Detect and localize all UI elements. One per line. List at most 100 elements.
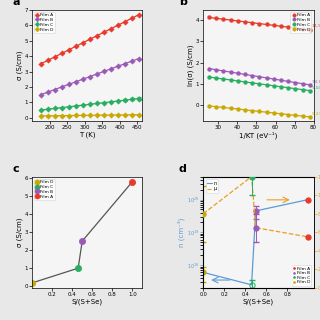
Film B xyxy=(301,82,305,86)
X-axis label: S/(S+Se): S/(S+Se) xyxy=(72,299,103,305)
Film A xyxy=(308,28,312,32)
Film C xyxy=(221,77,225,81)
Film B xyxy=(207,67,211,70)
Text: a: a xyxy=(12,0,20,7)
Film B xyxy=(243,73,247,76)
Film C xyxy=(67,105,71,109)
Film B xyxy=(272,77,276,81)
Film C xyxy=(116,99,120,103)
Film B xyxy=(228,70,232,74)
Text: d: d xyxy=(179,164,187,174)
Film A xyxy=(46,59,50,62)
Text: 9.04 mεV: 9.04 mεV xyxy=(312,86,320,90)
Film D xyxy=(130,113,134,117)
Film D xyxy=(236,107,240,111)
Line: Film D: Film D xyxy=(207,104,312,119)
Film A xyxy=(214,16,218,20)
Film C xyxy=(301,88,305,92)
Film A xyxy=(301,27,305,31)
Film D xyxy=(228,106,232,110)
Film C xyxy=(236,79,240,83)
Film B xyxy=(102,69,106,73)
Film C xyxy=(293,87,297,91)
Film C xyxy=(39,108,43,112)
Film C xyxy=(257,82,261,86)
Film C xyxy=(46,107,50,111)
Film C xyxy=(95,101,99,105)
Film C xyxy=(137,97,141,100)
Film C xyxy=(60,106,64,109)
Film D xyxy=(67,114,71,117)
Film A xyxy=(137,13,141,17)
Text: 5.23 mεV: 5.23 mεV xyxy=(312,112,320,116)
Film A xyxy=(95,34,99,38)
Film B xyxy=(236,71,240,75)
Text: b: b xyxy=(179,0,187,7)
Film A xyxy=(286,25,290,29)
Film D xyxy=(123,113,127,117)
Film B xyxy=(250,74,254,77)
Film B xyxy=(39,93,43,97)
Film C xyxy=(250,81,254,85)
Y-axis label: σ (S/cm): σ (S/cm) xyxy=(16,218,23,247)
Film A xyxy=(221,17,225,21)
Film C xyxy=(214,76,218,80)
Film B xyxy=(95,72,99,76)
Film C xyxy=(81,103,85,107)
Film D xyxy=(214,105,218,108)
Film B xyxy=(60,85,64,89)
Line: Film B: Film B xyxy=(39,57,141,97)
Film D xyxy=(279,112,283,116)
Film B xyxy=(279,78,283,82)
Film D xyxy=(286,113,290,116)
Film D xyxy=(308,115,312,119)
Film B xyxy=(53,88,57,92)
Film B xyxy=(116,64,120,68)
Film D xyxy=(102,113,106,117)
Line: Film D: Film D xyxy=(39,113,141,118)
Film D xyxy=(243,108,247,112)
Film D xyxy=(53,114,57,118)
Film B xyxy=(265,76,268,80)
Film D xyxy=(293,113,297,117)
Text: c: c xyxy=(12,164,19,174)
Text: 14.79 mεV: 14.79 mεV xyxy=(312,80,320,84)
Film A xyxy=(109,27,113,31)
Film C xyxy=(243,80,247,84)
Film A xyxy=(250,21,254,25)
Film D xyxy=(257,109,261,113)
Line: Film C: Film C xyxy=(207,75,312,92)
Film C xyxy=(207,75,211,79)
Film D xyxy=(109,113,113,117)
Film C xyxy=(265,83,268,87)
Film C xyxy=(53,107,57,110)
Film D xyxy=(46,114,50,118)
Film A xyxy=(243,20,247,24)
Film C xyxy=(272,84,276,88)
Film D xyxy=(221,106,225,109)
Film D xyxy=(88,113,92,117)
Film D xyxy=(272,111,276,115)
Film A xyxy=(102,30,106,34)
Legend: Film D, Film C, Film B, Film A: Film D, Film C, Film B, Film A xyxy=(34,179,55,200)
Film B xyxy=(88,75,92,78)
Film D xyxy=(250,109,254,113)
Film B xyxy=(130,59,134,63)
Film D xyxy=(301,114,305,118)
Film A xyxy=(265,22,268,26)
Line: Film A: Film A xyxy=(39,13,141,66)
Film B xyxy=(123,62,127,66)
Film D xyxy=(81,114,85,117)
Film A xyxy=(279,24,283,28)
Film D xyxy=(60,114,64,117)
Film B xyxy=(286,79,290,83)
Film A xyxy=(74,44,78,48)
Film B xyxy=(214,68,218,72)
Film A xyxy=(130,16,134,20)
Y-axis label: n (cm⁻³): n (cm⁻³) xyxy=(178,218,185,247)
Film C xyxy=(123,98,127,102)
Film D xyxy=(39,114,43,118)
Film B xyxy=(67,83,71,86)
Film A xyxy=(53,55,57,59)
Film C xyxy=(279,85,283,89)
